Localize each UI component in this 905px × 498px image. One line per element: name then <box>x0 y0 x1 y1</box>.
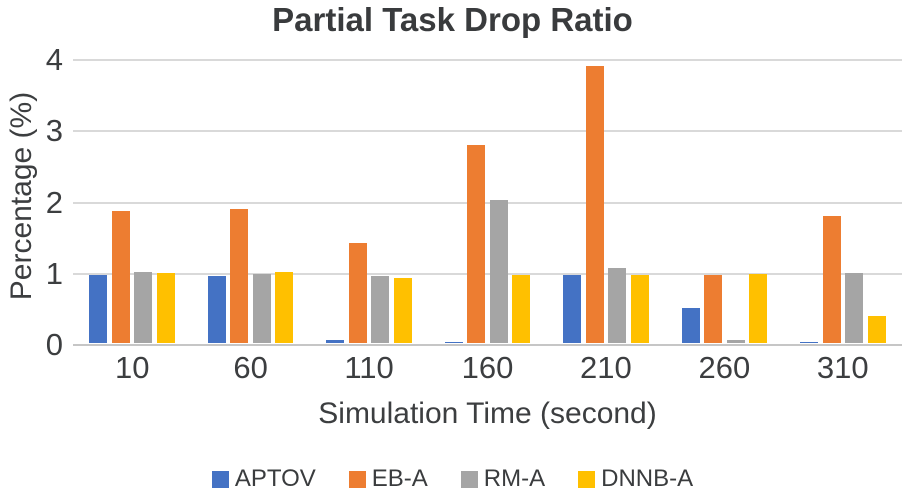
gridline <box>73 59 902 61</box>
legend-swatch-icon <box>348 470 366 488</box>
y-tick-label: 2 <box>45 184 63 220</box>
x-axis-title: Simulation Time (second) <box>318 397 657 430</box>
bar-dnnb-a-10 <box>156 272 175 343</box>
legend-item-dnnb-a: DNNB-A <box>578 465 693 493</box>
chart-title: Partial Task Drop Ratio <box>272 1 633 38</box>
legend-label: DNNB-A <box>601 465 694 492</box>
bar-aptov-160 <box>444 341 463 343</box>
legend-swatch-icon <box>460 470 478 488</box>
legend-swatch-icon <box>211 470 229 488</box>
bar-eb-a-210 <box>585 66 604 343</box>
x-tick-label: 210 <box>580 350 632 385</box>
bar-rm-a-160 <box>489 200 508 343</box>
y-tick-label: 0 <box>45 327 63 362</box>
gridline <box>73 201 902 204</box>
x-tick-label: 160 <box>461 350 514 385</box>
x-tick-label: 310 <box>816 350 869 385</box>
x-tick-label: 60 <box>233 350 268 385</box>
bar-rm-a-10 <box>134 272 153 343</box>
x-axis-tick-labels: 10 60 110 160 210 260 310 <box>73 351 902 387</box>
bar-aptov-110 <box>326 339 345 343</box>
plot-area <box>73 59 902 346</box>
bar-rm-a-110 <box>371 275 390 343</box>
x-tick-label: 260 <box>698 350 751 385</box>
bar-dnnb-a-260 <box>749 274 768 343</box>
legend-swatch-icon <box>578 470 596 488</box>
x-tick-label: 110 <box>344 350 394 385</box>
legend-label: EB-A <box>371 465 428 492</box>
bar-eb-a-160 <box>467 144 486 343</box>
x-tick-label: 10 <box>114 350 150 385</box>
legend-item-eb-a: EB-A <box>348 465 428 493</box>
bar-aptov-10 <box>89 274 108 343</box>
x-axis-line <box>73 344 902 346</box>
bar-eb-a-110 <box>348 242 367 343</box>
legend-label: RM-A <box>483 465 546 492</box>
bar-rm-a-210 <box>608 267 627 343</box>
legend-label: APTOV <box>234 465 316 492</box>
bar-eb-a-10 <box>111 211 130 343</box>
bar-rm-a-260 <box>726 339 745 343</box>
bar-aptov-210 <box>563 274 582 343</box>
bar-aptov-260 <box>681 308 700 343</box>
bar-eb-a-310 <box>822 215 841 343</box>
legend: APTOV EB-A RM-A DNNB-A <box>0 462 905 496</box>
bar-rm-a-60 <box>252 274 271 343</box>
legend-item-aptov: APTOV <box>211 465 316 493</box>
gridline <box>73 130 902 133</box>
bar-dnnb-a-160 <box>512 274 531 343</box>
bar-eb-a-60 <box>230 208 249 343</box>
bar-dnnb-a-210 <box>630 274 649 343</box>
legend-item-rm-a: RM-A <box>460 465 546 493</box>
y-tick-label: 1 <box>45 255 63 291</box>
bar-rm-a-310 <box>845 272 864 343</box>
bar-dnnb-a-110 <box>393 278 412 343</box>
gridline <box>73 272 902 275</box>
bar-eb-a-260 <box>704 274 723 343</box>
bar-dnnb-a-310 <box>867 315 886 343</box>
bar-dnnb-a-60 <box>275 272 294 343</box>
y-tick-label: 4 <box>45 42 63 77</box>
y-axis-tick-labels: 0 1 2 3 4 <box>0 42 63 362</box>
bar-aptov-310 <box>800 341 819 343</box>
y-tick-label: 3 <box>45 113 63 149</box>
bar-aptov-60 <box>207 276 226 343</box>
